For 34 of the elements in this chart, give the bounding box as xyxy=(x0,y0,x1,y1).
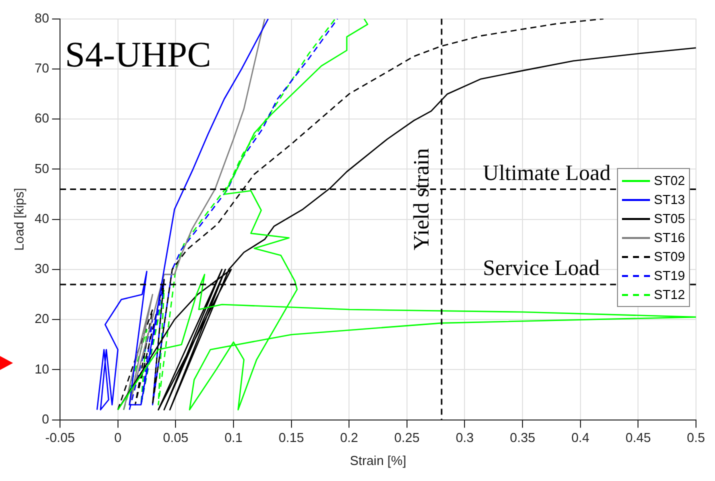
x-tick-label: 0.2 xyxy=(340,430,358,446)
legend-label: ST05 xyxy=(654,211,685,226)
y-tick-label: 50 xyxy=(34,160,50,176)
y-tick-label: 40 xyxy=(34,210,50,226)
x-axis-title: Strain [%] xyxy=(350,452,406,468)
legend-label: ST16 xyxy=(654,230,685,245)
x-tick-label: 0.35 xyxy=(510,430,536,446)
x-tick-label: 0.5 xyxy=(686,430,706,446)
x-tick-label: 0.25 xyxy=(394,430,420,446)
y-tick-label: 30 xyxy=(34,261,50,276)
x-tick-label: 0.4 xyxy=(571,430,590,446)
y-axis-title: Load [kips] xyxy=(11,188,26,251)
legend-label: ST13 xyxy=(654,192,685,207)
legend-label: ST12 xyxy=(654,287,685,302)
ref-line-label: Ultimate Load xyxy=(482,160,611,186)
y-tick-label: 60 xyxy=(34,110,50,126)
ref-line-label: Yield strain xyxy=(408,148,434,250)
y-tick-label: 0 xyxy=(42,411,50,426)
x-tick-label: -0.05 xyxy=(45,430,75,446)
legend-label: ST09 xyxy=(654,249,685,264)
y-tick-label: 80 xyxy=(34,10,50,26)
y-tick-label: 70 xyxy=(34,60,50,76)
x-tick-label: 0.45 xyxy=(626,430,651,446)
x-tick-label: 0.05 xyxy=(163,430,188,446)
x-tick-label: 0.15 xyxy=(278,430,304,446)
x-tick-label: 0.3 xyxy=(456,430,474,446)
x-tick-label: 0 xyxy=(114,430,122,446)
ref-line-label: Service Load xyxy=(482,255,600,280)
y-tick-label: 10 xyxy=(34,361,50,376)
x-tick-label: 0.1 xyxy=(224,430,243,446)
legend-label: ST19 xyxy=(654,268,685,283)
y-tick-label: 20 xyxy=(34,311,50,326)
legend-label: ST02 xyxy=(654,173,685,188)
chart-title: S4-UHPC xyxy=(65,34,212,74)
